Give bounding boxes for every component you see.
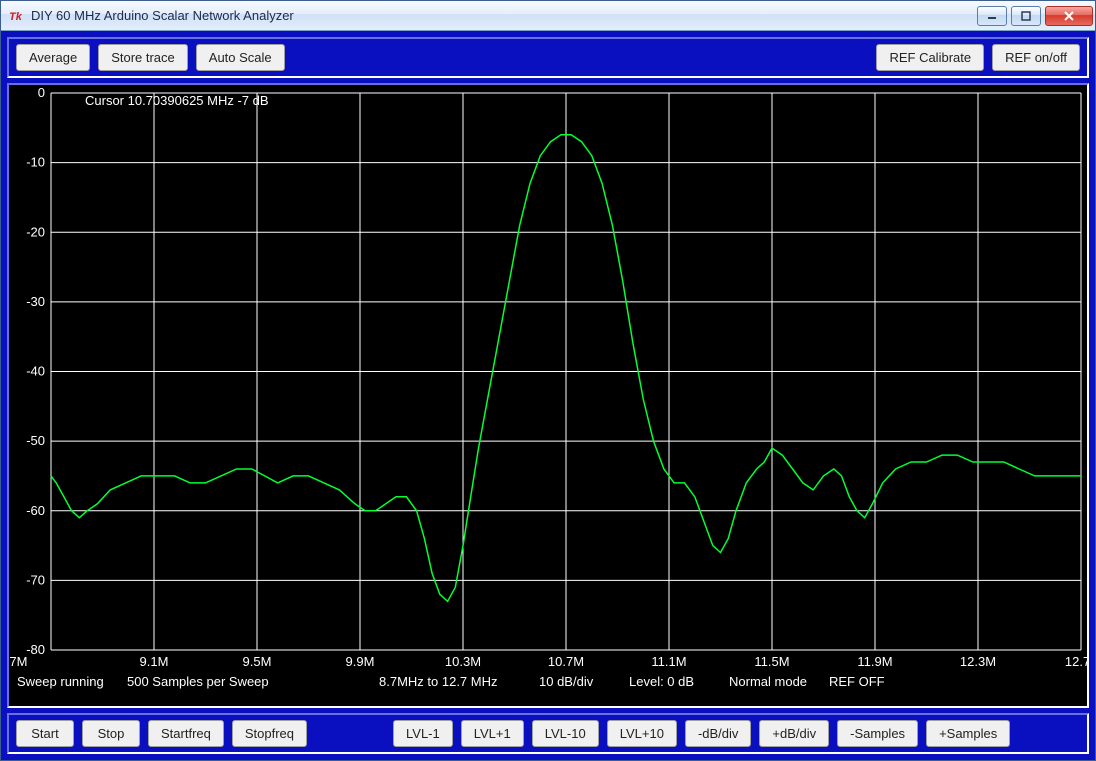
svg-text:Normal mode: Normal mode [729,674,807,689]
lvl-minus1-button[interactable]: LVL-1 [393,720,453,747]
svg-text:Tk: Tk [9,11,23,23]
svg-text:REF OFF: REF OFF [829,674,885,689]
svg-text:Level: 0 dB: Level: 0 dB [629,674,694,689]
dbdiv-plus-button[interactable]: +dB/div [759,720,829,747]
average-button[interactable]: Average [16,44,90,71]
svg-text:-20: -20 [26,224,45,239]
svg-text:-80: -80 [26,642,45,657]
titlebar[interactable]: Tk DIY 60 MHz Arduino Scalar Network Ana… [1,1,1095,31]
samples-minus-button[interactable]: -Samples [837,720,918,747]
maximize-button[interactable] [1011,6,1041,26]
lvl-minus10-button[interactable]: LVL-10 [532,720,599,747]
svg-text:9.9M: 9.9M [346,654,375,669]
app-body: Average Store trace Auto Scale REF Calib… [1,31,1095,760]
svg-text:-30: -30 [26,294,45,309]
close-button[interactable] [1045,6,1093,26]
app-icon: Tk [9,8,25,24]
svg-text:12.3M: 12.3M [960,654,996,669]
lvl-plus1-button[interactable]: LVL+1 [461,720,524,747]
main-window: Tk DIY 60 MHz Arduino Scalar Network Ana… [0,0,1096,761]
svg-text:8.7MHz to 12.7 MHz: 8.7MHz to 12.7 MHz [379,674,498,689]
auto-scale-button[interactable]: Auto Scale [196,44,285,71]
svg-text:11.5M: 11.5M [754,654,789,669]
svg-text:10.3M: 10.3M [445,654,481,669]
svg-text:8.7M: 8.7M [9,654,27,669]
svg-text:Sweep running: Sweep running [17,674,104,689]
svg-text:9.5M: 9.5M [243,654,272,669]
svg-text:-40: -40 [26,364,45,379]
svg-text:500 Samples per Sweep: 500 Samples per Sweep [127,674,269,689]
lvl-plus10-button[interactable]: LVL+10 [607,720,677,747]
svg-text:11.9M: 11.9M [857,654,892,669]
dbdiv-minus-button[interactable]: -dB/div [685,720,751,747]
plot-canvas: 0 -10 -20 -30 -40 -50 -60 -70 -808.7M 9.1M 9.5M 9.9… [9,85,1087,706]
svg-text:-60: -60 [26,503,45,518]
stopfreq-button[interactable]: Stopfreq [232,720,307,747]
samples-plus-button[interactable]: +Samples [926,720,1010,747]
startfreq-button[interactable]: Startfreq [148,720,224,747]
svg-text:10 dB/div: 10 dB/div [539,674,594,689]
ref-onoff-button[interactable]: REF on/off [992,44,1080,71]
ref-calibrate-button[interactable]: REF Calibrate [876,44,984,71]
top-toolbar: Average Store trace Auto Scale REF Calib… [7,37,1089,78]
stop-button[interactable]: Stop [82,720,140,747]
svg-text:-70: -70 [26,572,45,587]
window-controls [973,6,1093,26]
plot-area[interactable]: 0 -10 -20 -30 -40 -50 -60 -70 -808.7M 9.1M 9.5M 9.9… [7,83,1089,708]
minimize-button[interactable] [977,6,1007,26]
start-button[interactable]: Start [16,720,74,747]
svg-text:9.1M: 9.1M [140,654,169,669]
svg-text:-50: -50 [26,433,45,448]
svg-text:10.7M: 10.7M [548,654,584,669]
bottom-toolbar: Start Stop Startfreq Stopfreq LVL-1 LVL+… [7,713,1089,754]
svg-text:11.1M: 11.1M [651,654,686,669]
window-title: DIY 60 MHz Arduino Scalar Network Analyz… [31,8,973,23]
svg-text:Cursor 10.70390625 MHz -7 dB: Cursor 10.70390625 MHz -7 dB [85,93,269,108]
svg-text:-10: -10 [26,155,45,170]
store-trace-button[interactable]: Store trace [98,44,188,71]
svg-text:0: 0 [38,85,45,100]
svg-text:12.7M: 12.7M [1065,654,1087,669]
